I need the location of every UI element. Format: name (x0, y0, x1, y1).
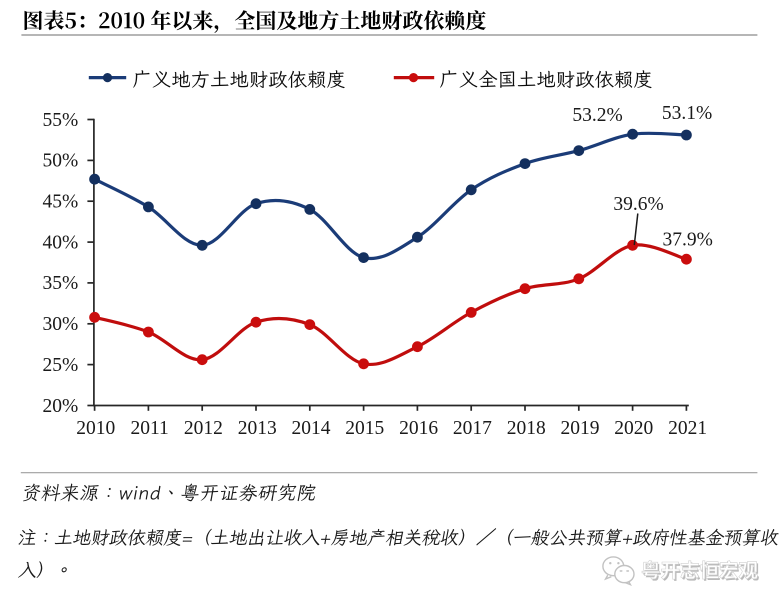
svg-text:2015: 2015 (345, 418, 384, 439)
svg-text:55%: 55% (43, 110, 79, 131)
svg-text:39.6%: 39.6% (613, 194, 663, 215)
svg-text:30%: 30% (43, 314, 79, 335)
svg-text:2013: 2013 (238, 418, 277, 439)
svg-text:2016: 2016 (399, 418, 438, 439)
svg-text:2019: 2019 (561, 418, 600, 439)
svg-text:2020: 2020 (614, 418, 653, 439)
svg-text:2012: 2012 (184, 418, 223, 439)
svg-text:25%: 25% (43, 355, 79, 376)
svg-text:2017: 2017 (453, 418, 492, 439)
svg-text:2011: 2011 (130, 418, 168, 439)
svg-text:45%: 45% (43, 192, 79, 213)
svg-text:2021: 2021 (668, 418, 707, 439)
svg-text:53.2%: 53.2% (572, 105, 622, 126)
svg-text:53.1%: 53.1% (662, 103, 712, 124)
svg-text:37.9%: 37.9% (663, 229, 713, 250)
svg-text:2010: 2010 (76, 418, 115, 439)
svg-text:2018: 2018 (507, 418, 546, 439)
svg-text:35%: 35% (43, 273, 79, 294)
svg-text:20%: 20% (43, 396, 79, 417)
svg-text:2014: 2014 (292, 418, 331, 439)
svg-text:50%: 50% (43, 151, 79, 172)
svg-text:40%: 40% (43, 232, 79, 253)
